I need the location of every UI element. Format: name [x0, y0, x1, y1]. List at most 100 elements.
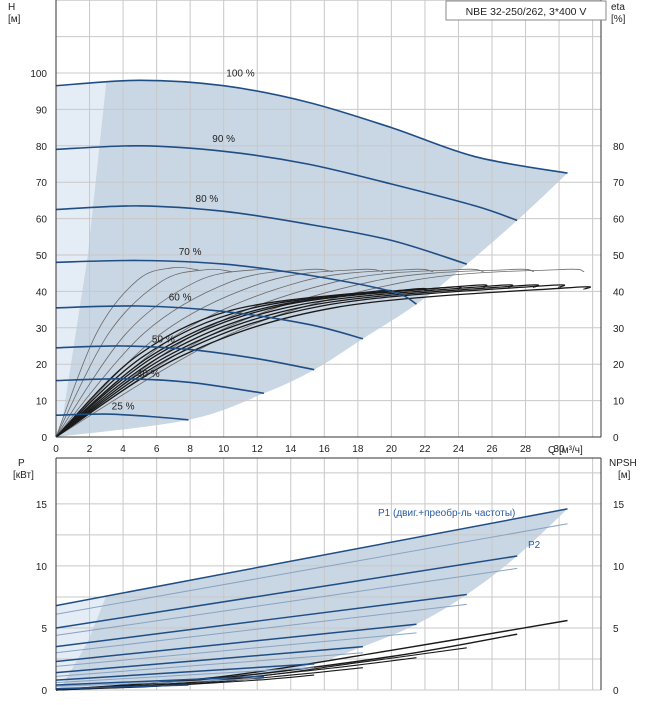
speed-curve-2: [55, 205, 468, 265]
p1-curve: [55, 593, 467, 648]
eta-ytick: 60: [613, 215, 625, 226]
efficiency-thick-curve: [55, 286, 592, 438]
efficiency-thin-curve: [55, 268, 384, 438]
power-ytick: 15: [36, 500, 48, 511]
power-axis-label: P: [18, 458, 25, 469]
efficiency-thick-curve: [55, 284, 514, 438]
flow-xtick: 2: [87, 444, 93, 455]
flow-xtick: 28: [520, 444, 532, 455]
eta-ytick: 10: [613, 397, 625, 408]
eta-ytick: 70: [613, 178, 625, 189]
p2-curve: [55, 567, 518, 636]
flow-xtick: 4: [120, 444, 126, 455]
eta-ytick: 50: [613, 251, 625, 262]
power-ytick: 0: [41, 686, 47, 697]
p1-curves: [55, 508, 568, 690]
flow-xtick: 14: [285, 444, 297, 455]
head-ytick: 90: [36, 105, 48, 116]
flow-axis-unit: [м³/ч]: [559, 445, 583, 456]
head-ytick: 20: [36, 360, 48, 371]
power-operating-envelope: [56, 508, 568, 690]
eta-axis-label: eta: [611, 2, 625, 13]
speed-curve-0: [55, 79, 568, 174]
p1-curve: [55, 623, 417, 663]
p1-curve: [55, 663, 315, 681]
speed-label: 70 %: [179, 247, 202, 258]
head-ytick: 10: [36, 397, 48, 408]
head-ytick: 70: [36, 178, 48, 189]
speed-label: 40 %: [137, 369, 160, 380]
eta-ytick: 40: [613, 287, 625, 298]
flow-xtick: 6: [154, 444, 160, 455]
efficiency-thick-curve: [55, 284, 540, 438]
efficiency-thin-curve: [55, 266, 199, 438]
speed-curve-5: [55, 345, 315, 371]
eta-ytick: 30: [613, 324, 625, 335]
npsh-ytick: 10: [613, 562, 625, 573]
efficiency-thick-curve: [55, 287, 428, 438]
head-ytick: 40: [36, 287, 48, 298]
npsh-axis-unit: [м]: [618, 470, 631, 481]
flow-axis-label: Q: [548, 445, 556, 456]
flow-xtick: 22: [419, 444, 431, 455]
head-light-zone: [56, 81, 107, 437]
flow-xtick: 30: [554, 444, 566, 455]
eta-ytick: 0: [613, 433, 619, 444]
speed-label: 100 %: [226, 69, 254, 80]
head-ytick: 100: [30, 69, 47, 80]
speed-label: 90 %: [212, 134, 235, 145]
p1-curve: [55, 675, 264, 686]
flow-xtick: 16: [319, 444, 331, 455]
npsh-curve: [55, 674, 315, 691]
head-axes: 0 10 20 30 40 50 60 70 80 90 100 0 10 20 30 40 50 60 70 80 0…: [30, 0, 625, 455]
efficiency-curves: [55, 266, 592, 438]
p2-curve: [55, 632, 417, 667]
p2-series-label: P2: [528, 540, 541, 551]
head-ytick: 80: [36, 142, 48, 153]
eta-ytick: 20: [613, 360, 625, 371]
power-axes: 0 5 10 15 0 5 10 15: [36, 457, 625, 697]
speed-label: 80 %: [196, 194, 219, 205]
p2-curve: [55, 678, 264, 687]
speed-labels: 100 % 90 % 80 % 70 % 60 % 50 % 40 % 25 %: [112, 69, 255, 413]
eta-axis-unit: [%]: [611, 14, 626, 25]
flow-xtick: 8: [187, 444, 193, 455]
p2-curve: [55, 652, 363, 677]
p2-curve: [55, 603, 467, 654]
power-axis-unit: [кВт]: [13, 470, 34, 481]
head-axis-label: H: [8, 2, 15, 13]
head-ytick: 30: [36, 324, 48, 335]
p2-curve: [55, 667, 315, 684]
chart-title: NBE 32-250/262, 3*400 V: [466, 6, 587, 18]
speed-label: 60 %: [169, 293, 192, 304]
efficiency-thin-curve: [55, 268, 333, 438]
speed-curve-4: [55, 305, 364, 340]
speed-curve-3: [55, 259, 417, 305]
efficiency-thick-curve: [55, 289, 393, 438]
head-axis-unit: [м]: [8, 14, 21, 25]
speed-label: 25 %: [112, 402, 135, 413]
flow-xtick: 10: [218, 444, 230, 455]
p1-curve: [55, 684, 189, 690]
p2-curve: [55, 523, 568, 615]
head-ytick: 50: [36, 251, 48, 262]
eta-ytick: 80: [613, 142, 625, 153]
npsh-ytick: 0: [613, 686, 619, 697]
p1-curve: [55, 555, 518, 629]
npsh-ytick: 15: [613, 500, 625, 511]
flow-xtick: 20: [386, 444, 398, 455]
p1-series-label: P1 (двиг.+преобр-ль частоты): [378, 507, 515, 519]
p2-curves: [55, 523, 568, 687]
p1-curve: [55, 508, 568, 607]
efficiency-thick-curve: [55, 284, 488, 438]
head-ytick: 60: [36, 215, 48, 226]
power-ytick: 5: [41, 624, 47, 635]
power-ytick: 10: [36, 562, 48, 573]
title-box: [445, 0, 607, 21]
flow-xtick: 12: [252, 444, 264, 455]
npsh-axis-label: NPSH: [609, 458, 637, 469]
flow-xtick: 0: [53, 444, 59, 455]
flow-xtick: 24: [453, 444, 465, 455]
flow-xtick: 26: [486, 444, 498, 455]
